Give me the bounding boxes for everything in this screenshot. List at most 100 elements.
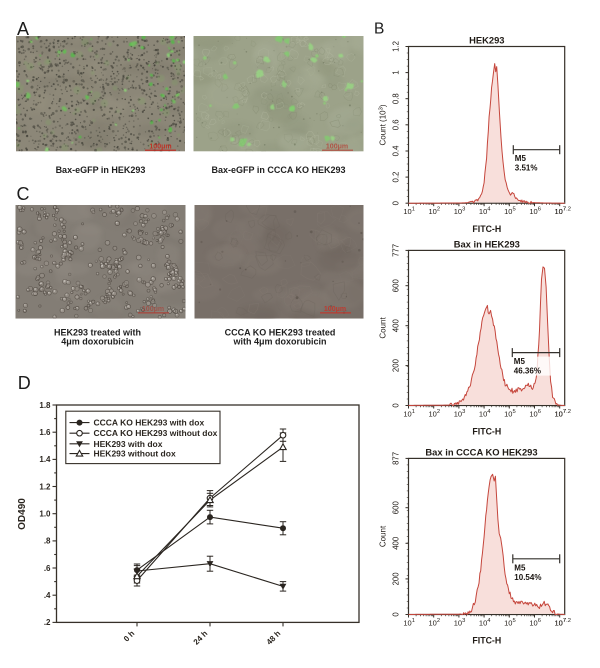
svg-text:M5: M5 [514, 563, 526, 572]
svg-text:Bax-eGFP in CCCA KO HEK293: Bax-eGFP in CCCA KO HEK293 [211, 165, 345, 175]
svg-text:10: 10 [479, 619, 487, 628]
svg-text:1: 1 [412, 409, 415, 415]
svg-text:B: B [374, 21, 384, 38]
svg-text:Bax in HEK293: Bax in HEK293 [454, 238, 520, 249]
svg-text:10: 10 [403, 410, 411, 419]
svg-text:Count: Count [379, 525, 388, 547]
svg-text:1.6: 1.6 [39, 428, 51, 437]
svg-text:0.4: 0.4 [392, 145, 401, 157]
svg-text:M5: M5 [514, 357, 526, 366]
svg-text:400: 400 [392, 319, 401, 333]
svg-text:1.2: 1.2 [39, 482, 51, 491]
svg-text:A: A [17, 19, 29, 39]
svg-text:.2: .2 [44, 618, 51, 627]
svg-text:200: 200 [392, 572, 401, 586]
svg-text:HEK293 with dox: HEK293 with dox [94, 439, 163, 449]
svg-text:CCCA KO HEK293 treated: CCCA KO HEK293 treated [225, 328, 336, 338]
svg-text:7.2: 7.2 [563, 207, 571, 213]
svg-text:FITC-H: FITC-H [472, 224, 501, 234]
svg-text:7.2: 7.2 [563, 409, 571, 415]
svg-text:D: D [18, 373, 31, 393]
svg-text:6: 6 [538, 207, 541, 213]
svg-text:10: 10 [555, 207, 563, 216]
svg-text:10: 10 [504, 207, 512, 216]
svg-text:5: 5 [513, 207, 516, 213]
svg-text:400: 400 [392, 536, 401, 550]
svg-text:10: 10 [479, 410, 487, 419]
svg-text:10: 10 [403, 207, 411, 216]
svg-text:3: 3 [462, 409, 465, 415]
svg-text:4: 4 [487, 207, 491, 213]
svg-text:2: 2 [437, 207, 440, 213]
svg-text:2: 2 [437, 409, 440, 415]
svg-text:5: 5 [513, 409, 516, 415]
svg-text:.4: .4 [44, 591, 51, 600]
svg-text:10: 10 [454, 410, 462, 419]
svg-text:0.6: 0.6 [392, 119, 401, 130]
svg-text:M5: M5 [515, 154, 527, 163]
svg-text:6: 6 [538, 409, 541, 415]
svg-text:100μm: 100μm [149, 144, 171, 151]
svg-text:200: 200 [392, 358, 401, 372]
svg-text:10: 10 [504, 619, 512, 628]
svg-text:FITC-H: FITC-H [472, 636, 501, 646]
svg-text:10: 10 [555, 410, 563, 419]
svg-text:C: C [17, 184, 30, 204]
svg-text:1.4: 1.4 [39, 455, 51, 464]
svg-text:HEK293 without dox: HEK293 without dox [94, 449, 176, 459]
svg-text:1: 1 [412, 207, 415, 213]
svg-text:10: 10 [529, 207, 537, 216]
svg-text:7.2: 7.2 [563, 618, 571, 624]
svg-text:CCCA KO HEK293 without dox: CCCA KO HEK293 without dox [94, 428, 218, 438]
svg-text:1.8: 1.8 [39, 401, 51, 410]
svg-text:600: 600 [392, 279, 401, 293]
svg-text:10: 10 [529, 619, 537, 628]
svg-text:2: 2 [437, 618, 440, 624]
svg-text:3: 3 [462, 618, 465, 624]
svg-text:10: 10 [479, 207, 487, 216]
svg-text:10.54%: 10.54% [514, 573, 541, 582]
svg-text:Bax-eGFP in HEK293: Bax-eGFP in HEK293 [56, 165, 146, 175]
svg-text:HEK293 treated with: HEK293 treated with [54, 328, 141, 338]
svg-text:0.2: 0.2 [392, 172, 401, 183]
svg-text:1.2: 1.2 [392, 41, 401, 52]
svg-text:10: 10 [429, 410, 437, 419]
svg-text:.6: .6 [44, 564, 51, 573]
svg-text:4: 4 [487, 618, 491, 624]
svg-text:.8: .8 [44, 537, 51, 546]
svg-text:3: 3 [462, 207, 465, 213]
svg-text:4: 4 [487, 409, 491, 415]
svg-text:Count (103): Count (103) [379, 104, 388, 145]
svg-text:100μm: 100μm [324, 306, 346, 313]
svg-text:Count: Count [379, 317, 388, 339]
svg-text:0: 0 [392, 200, 401, 205]
svg-text:HEK293: HEK293 [469, 35, 504, 46]
svg-text:10: 10 [504, 410, 512, 419]
svg-text:10: 10 [555, 207, 563, 216]
svg-text:10: 10 [555, 410, 563, 419]
svg-text:46.36%: 46.36% [514, 367, 541, 376]
svg-text:0.8: 0.8 [392, 93, 401, 104]
svg-text:7: 7 [563, 207, 566, 213]
svg-text:6: 6 [538, 618, 541, 624]
svg-text:10: 10 [429, 619, 437, 628]
svg-text:1: 1 [412, 618, 415, 624]
svg-text:100μm: 100μm [142, 306, 164, 313]
svg-text:5: 5 [513, 618, 516, 624]
svg-text:4μm doxorubicin: 4μm doxorubicin [61, 337, 134, 347]
svg-text:Bax in CCCA KO HEK293: Bax in CCCA KO HEK293 [425, 446, 537, 457]
svg-text:1.0: 1.0 [39, 510, 51, 519]
svg-text:CCCA KO HEK293 with dox: CCCA KO HEK293 with dox [94, 418, 205, 428]
svg-text:10: 10 [429, 207, 437, 216]
svg-text:OD490: OD490 [17, 498, 28, 530]
svg-text:1: 1 [392, 70, 401, 74]
svg-text:0: 0 [392, 403, 401, 408]
svg-text:877: 877 [392, 452, 401, 465]
svg-text:10: 10 [454, 207, 462, 216]
svg-text:777: 777 [392, 244, 401, 257]
svg-text:7: 7 [563, 618, 566, 624]
svg-text:10: 10 [555, 619, 563, 628]
svg-text:7: 7 [563, 409, 566, 415]
svg-text:10: 10 [555, 619, 563, 628]
svg-text:10: 10 [529, 410, 537, 419]
